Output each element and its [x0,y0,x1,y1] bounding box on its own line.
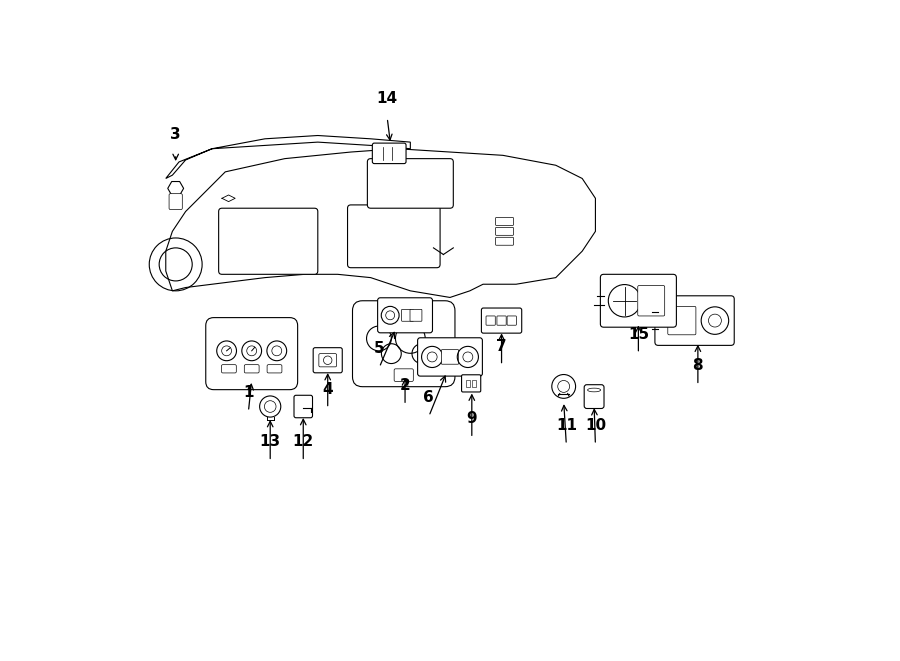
FancyBboxPatch shape [294,395,312,418]
FancyBboxPatch shape [497,316,506,325]
FancyBboxPatch shape [353,301,455,387]
Text: 13: 13 [259,434,281,449]
FancyBboxPatch shape [244,365,259,373]
FancyBboxPatch shape [600,274,677,327]
FancyBboxPatch shape [410,309,422,321]
Text: 1: 1 [243,385,254,400]
Text: 15: 15 [628,327,649,342]
FancyBboxPatch shape [221,365,237,373]
FancyBboxPatch shape [441,350,459,364]
FancyBboxPatch shape [655,296,734,345]
Text: 8: 8 [693,358,703,373]
FancyBboxPatch shape [496,227,514,235]
FancyBboxPatch shape [378,297,433,332]
Text: 10: 10 [585,418,606,433]
FancyBboxPatch shape [496,217,514,225]
FancyBboxPatch shape [206,317,298,389]
Text: 12: 12 [292,434,314,449]
FancyBboxPatch shape [482,308,522,333]
FancyBboxPatch shape [319,354,337,367]
FancyBboxPatch shape [219,208,318,274]
FancyBboxPatch shape [313,348,342,373]
Polygon shape [167,182,184,195]
Text: 5: 5 [374,340,384,356]
FancyBboxPatch shape [267,365,282,373]
PathPatch shape [166,149,596,297]
FancyBboxPatch shape [472,380,476,387]
Text: 11: 11 [556,418,577,433]
FancyBboxPatch shape [486,316,495,325]
FancyBboxPatch shape [496,237,514,245]
FancyBboxPatch shape [169,194,183,210]
FancyBboxPatch shape [401,309,413,321]
FancyBboxPatch shape [584,385,604,408]
FancyBboxPatch shape [507,316,517,325]
FancyBboxPatch shape [367,159,454,208]
PathPatch shape [166,136,410,178]
Text: 7: 7 [496,338,507,354]
FancyBboxPatch shape [668,307,696,334]
Text: 4: 4 [322,381,333,397]
FancyBboxPatch shape [347,205,440,268]
Text: 6: 6 [424,389,434,405]
FancyBboxPatch shape [462,375,481,392]
FancyBboxPatch shape [466,380,470,387]
FancyBboxPatch shape [394,369,413,381]
FancyBboxPatch shape [373,143,406,163]
Text: 2: 2 [400,378,410,393]
FancyBboxPatch shape [418,338,482,376]
Text: 9: 9 [466,411,477,426]
Text: 3: 3 [170,127,181,142]
Text: 14: 14 [376,91,398,106]
FancyBboxPatch shape [638,286,665,316]
